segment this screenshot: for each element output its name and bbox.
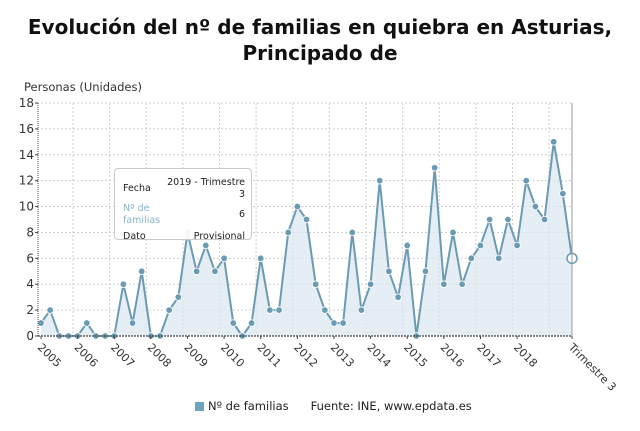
svg-text:4: 4 [26, 277, 34, 291]
tooltip-fecha-label: Fecha [123, 183, 151, 194]
svg-text:2: 2 [26, 303, 34, 317]
data-point[interactable] [311, 280, 320, 288]
data-point[interactable] [174, 293, 183, 301]
tooltip-dato-label: Dato [123, 231, 146, 242]
data-point[interactable] [211, 267, 219, 275]
svg-text:2006: 2006 [71, 341, 100, 370]
data-point[interactable] [449, 228, 457, 237]
data-point[interactable] [540, 215, 549, 224]
svg-text:10: 10 [19, 200, 34, 214]
svg-text:2009: 2009 [181, 341, 210, 370]
source-credit: Fuente: INE, www.epdata.es [310, 399, 472, 413]
svg-text:8: 8 [26, 225, 34, 239]
data-point[interactable] [421, 267, 430, 275]
tooltip-series-label: Nº de familias [123, 203, 161, 226]
svg-text:18: 18 [19, 96, 34, 110]
legend-swatch-icon[interactable] [195, 401, 204, 411]
data-point[interactable] [440, 280, 448, 288]
data-point[interactable] [229, 319, 237, 327]
data-point[interactable] [83, 319, 91, 327]
chart-legend: Nº de familias Fuente: INE, www.epdata.e… [195, 399, 472, 413]
svg-text:2005: 2005 [35, 341, 64, 370]
data-point[interactable] [330, 319, 338, 327]
svg-text:Trimestre 3: Trimestre 3 [565, 340, 619, 394]
chart-title-text: Evolución del nº de familias en quiebra … [27, 15, 613, 65]
svg-text:16: 16 [19, 122, 34, 136]
data-tooltip: Fecha 2019 - Trimestre 3 Nº de familias … [114, 168, 252, 242]
data-point[interactable] [284, 228, 292, 237]
svg-text:2010: 2010 [218, 341, 247, 370]
data-point[interactable] [119, 280, 128, 288]
data-point[interactable] [403, 241, 411, 250]
svg-text:2015: 2015 [401, 341, 430, 370]
data-point[interactable] [476, 241, 485, 250]
data-point[interactable] [522, 176, 530, 185]
data-point[interactable] [559, 189, 567, 198]
data-point[interactable] [495, 254, 503, 263]
data-point[interactable] [202, 241, 210, 250]
svg-text:14: 14 [19, 148, 34, 162]
svg-text:2014: 2014 [364, 341, 393, 370]
series-area [41, 141, 572, 336]
data-point[interactable] [138, 267, 146, 275]
y-axis-label: Personas (Unidades) [24, 80, 142, 94]
data-point[interactable] [321, 306, 329, 314]
data-point[interactable] [357, 306, 366, 314]
data-point[interactable] [339, 319, 347, 327]
data-point[interactable] [458, 280, 466, 288]
data-point[interactable] [348, 228, 356, 237]
legend-series-label[interactable]: Nº de familias [208, 399, 289, 413]
svg-text:2011: 2011 [255, 341, 284, 370]
series-markers[interactable] [37, 138, 578, 340]
data-point[interactable] [366, 280, 375, 288]
data-point[interactable] [46, 306, 54, 314]
data-point[interactable] [549, 138, 558, 146]
data-point[interactable] [513, 241, 521, 250]
svg-text:6: 6 [26, 251, 34, 265]
data-point[interactable] [467, 254, 475, 263]
data-point[interactable] [128, 319, 137, 327]
data-point[interactable] [37, 319, 45, 327]
data-point[interactable] [266, 306, 274, 314]
data-point[interactable] [257, 254, 265, 263]
data-point[interactable] [394, 293, 402, 301]
svg-text:2018: 2018 [511, 341, 540, 370]
svg-text:2008: 2008 [145, 341, 174, 370]
data-point[interactable] [385, 267, 393, 275]
svg-text:2013: 2013 [328, 341, 357, 370]
data-point[interactable] [531, 202, 540, 211]
data-point[interactable] [192, 267, 201, 275]
data-point[interactable] [430, 164, 439, 172]
svg-text:2007: 2007 [108, 341, 137, 370]
data-point[interactable] [293, 202, 302, 211]
svg-text:12: 12 [19, 174, 34, 188]
data-point[interactable] [165, 306, 173, 314]
tooltip-dato-value: Provisional [193, 231, 245, 242]
data-point[interactable] [376, 176, 384, 185]
tooltip-fecha-value: 2019 - Trimestre 3 [167, 177, 245, 200]
tooltip-series-value: 6 [238, 209, 245, 220]
axes [37, 103, 573, 337]
chart-title: Evolución del nº de familias en quiebra … [0, 14, 640, 66]
data-point[interactable] [302, 215, 311, 224]
y-axis-ticks: 0 2 4 6 8 10 12 14 16 18 [19, 96, 38, 343]
data-point[interactable] [247, 319, 256, 327]
svg-text:2016: 2016 [438, 341, 467, 370]
x-axis-ticks: 2005 2006 2007 2008 2009 2010 2011 2012 2013 2014… [35, 336, 619, 394]
data-point[interactable] [275, 306, 283, 314]
svg-text:2017: 2017 [474, 341, 503, 370]
data-point[interactable] [485, 215, 494, 224]
svg-text:2012: 2012 [291, 341, 320, 370]
data-point[interactable] [504, 215, 512, 224]
svg-text:0: 0 [26, 329, 34, 343]
data-point[interactable] [220, 254, 228, 263]
